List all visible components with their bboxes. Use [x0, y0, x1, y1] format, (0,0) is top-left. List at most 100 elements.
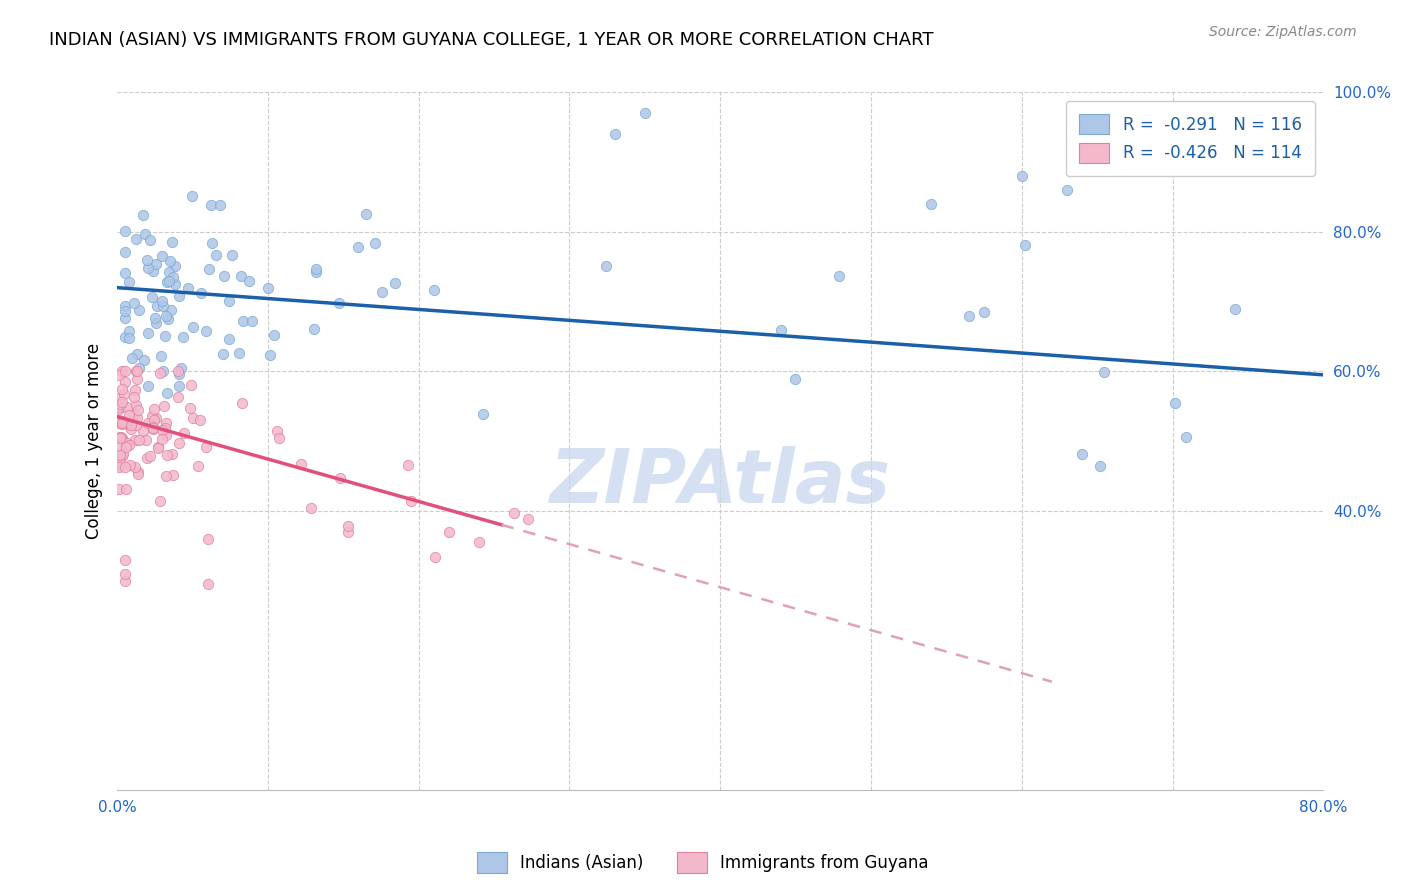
Point — [136, 326, 159, 340]
Point — [336, 519, 359, 533]
Point — [1225, 301, 1247, 316]
Point — [114, 375, 136, 389]
Point — [107, 417, 129, 431]
Point — [195, 324, 218, 338]
Text: Source: ZipAtlas.com: Source: ZipAtlas.com — [1209, 25, 1357, 39]
Point — [371, 285, 394, 300]
Point — [221, 248, 243, 262]
Point — [157, 274, 180, 288]
Point — [132, 208, 155, 222]
Point — [107, 483, 129, 497]
Point — [132, 352, 155, 367]
Point — [146, 299, 169, 313]
Point — [114, 299, 136, 313]
Point — [114, 310, 136, 325]
Point — [118, 408, 141, 422]
Point — [1175, 429, 1198, 443]
Point — [128, 360, 150, 375]
Point — [111, 417, 134, 432]
Point — [135, 253, 157, 268]
Point — [152, 364, 174, 378]
Point — [218, 293, 240, 308]
Point — [145, 411, 167, 425]
Point — [1011, 169, 1033, 183]
Point — [240, 314, 263, 328]
Point — [634, 106, 657, 120]
Point — [167, 289, 190, 303]
Point — [118, 458, 141, 472]
Y-axis label: College, 1 year or more: College, 1 year or more — [86, 343, 103, 539]
Point — [1088, 459, 1111, 474]
Point — [1164, 396, 1187, 410]
Point — [156, 448, 179, 462]
Point — [110, 401, 132, 415]
Point — [114, 330, 136, 344]
Point — [259, 348, 281, 362]
Point — [162, 235, 184, 249]
Point — [146, 440, 169, 454]
Point — [155, 469, 177, 483]
Point — [108, 450, 131, 464]
Point — [138, 233, 160, 247]
Point — [156, 275, 179, 289]
Text: INDIAN (ASIAN) VS IMMIGRANTS FROM GUYANA COLLEGE, 1 YEAR OR MORE CORRELATION CHA: INDIAN (ASIAN) VS IMMIGRANTS FROM GUYANA… — [49, 31, 934, 49]
Point — [167, 379, 190, 393]
Point — [437, 524, 460, 539]
Point — [127, 346, 149, 360]
Point — [170, 360, 193, 375]
Point — [176, 281, 198, 295]
Point — [120, 422, 142, 436]
Point — [200, 197, 222, 211]
Point — [122, 296, 145, 310]
Point — [127, 403, 149, 417]
Point — [785, 372, 807, 386]
Point — [155, 427, 177, 442]
Point — [127, 465, 149, 479]
Point — [136, 416, 159, 430]
Point — [269, 431, 291, 445]
Point — [425, 549, 447, 564]
Point — [111, 382, 134, 396]
Point — [110, 431, 132, 445]
Point — [110, 432, 132, 446]
Legend: Indians (Asian), Immigrants from Guyana: Indians (Asian), Immigrants from Guyana — [471, 846, 935, 880]
Point — [329, 471, 352, 485]
Point — [110, 417, 132, 431]
Point — [135, 451, 157, 466]
Point — [190, 285, 212, 300]
Point — [111, 394, 134, 409]
Point — [162, 269, 184, 284]
Point — [517, 511, 540, 525]
Point — [142, 420, 165, 434]
Point — [107, 460, 129, 475]
Point — [138, 378, 160, 392]
Point — [769, 322, 792, 336]
Point — [167, 436, 190, 450]
Point — [143, 310, 166, 325]
Point — [346, 240, 368, 254]
Point — [107, 392, 129, 406]
Point — [181, 320, 204, 334]
Point — [180, 378, 202, 392]
Point — [115, 440, 138, 454]
Point — [107, 401, 129, 415]
Point — [108, 456, 131, 470]
Point — [114, 244, 136, 259]
Point — [145, 316, 167, 330]
Point — [114, 459, 136, 474]
Point — [957, 309, 980, 323]
Point — [197, 577, 219, 591]
Point — [328, 295, 350, 310]
Point — [201, 236, 224, 251]
Point — [181, 410, 204, 425]
Point — [114, 266, 136, 280]
Point — [124, 383, 146, 397]
Point — [112, 387, 135, 401]
Point — [121, 351, 143, 365]
Point — [172, 329, 194, 343]
Point — [155, 416, 177, 430]
Point — [114, 224, 136, 238]
Point — [399, 494, 422, 508]
Point — [108, 397, 131, 411]
Point — [166, 390, 188, 404]
